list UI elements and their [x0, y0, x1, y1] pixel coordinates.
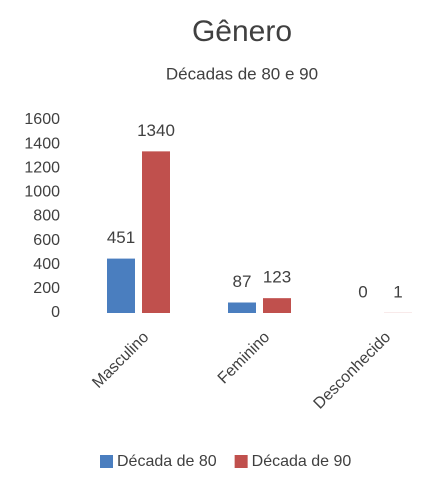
y-tick-label: 1000 [24, 184, 60, 201]
legend-swatch [234, 455, 248, 468]
data-label: 1 [393, 282, 402, 301]
bar [263, 298, 291, 313]
bar [228, 302, 256, 313]
data-label: 451 [107, 228, 135, 247]
y-tick-label: 600 [33, 232, 60, 249]
y-tick-label: 1400 [24, 135, 60, 152]
chart-title: Gênero [192, 15, 292, 48]
x-tick-label: Masculino [89, 329, 152, 392]
y-tick-label: 400 [33, 256, 60, 273]
data-label: 123 [263, 268, 291, 287]
x-tick-label: Feminino [215, 329, 274, 388]
chart-subtitle: Décadas de 80 e 90 [166, 64, 318, 83]
y-tick-label: 0 [51, 304, 60, 321]
y-tick-label: 1600 [24, 111, 60, 128]
x-tick-label: Desconhecido [311, 329, 395, 413]
bar [142, 151, 170, 313]
y-tick-label: 800 [33, 208, 60, 225]
legend-label: Década de 90 [252, 453, 352, 470]
y-tick-label: 1200 [24, 159, 60, 176]
bar [107, 258, 135, 313]
data-label: 1340 [137, 121, 175, 140]
data-label: 0 [358, 282, 367, 301]
legend-label: Década de 80 [117, 453, 217, 470]
legend-swatch [100, 455, 113, 468]
y-tick-label: 200 [33, 280, 60, 297]
data-label: 87 [233, 272, 252, 291]
